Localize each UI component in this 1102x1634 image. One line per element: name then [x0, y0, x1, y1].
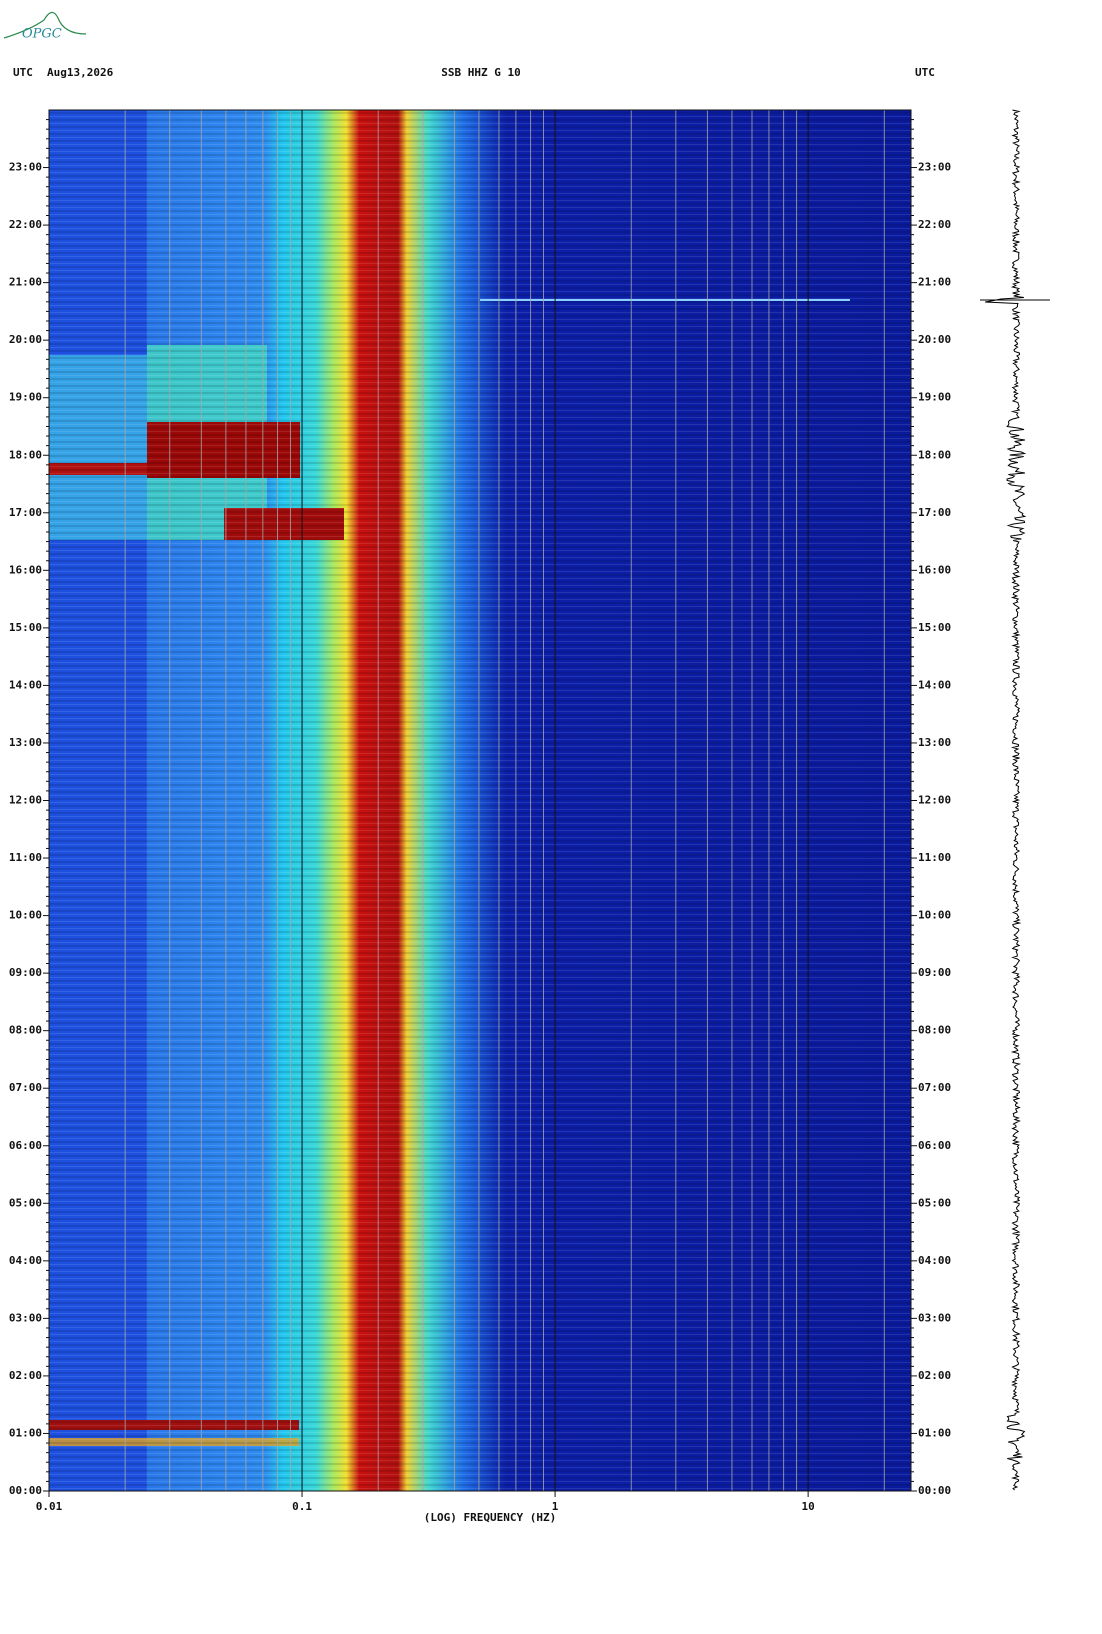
- y-tick-label-right: 23:00: [918, 161, 951, 174]
- y-tick-label-right: 02:00: [918, 1369, 951, 1382]
- y-tick-label: 13:00: [9, 736, 42, 749]
- y-tick-label: 08:00: [9, 1024, 42, 1037]
- y-tick-label-right: 09:00: [918, 966, 951, 979]
- y-tick-label: 18:00: [9, 448, 42, 461]
- x-tick-label: 10: [802, 1500, 815, 1513]
- y-tick-label-right: 20:00: [918, 333, 951, 346]
- y-tick-label: 05:00: [9, 1196, 42, 1209]
- y-tick-label: 01:00: [9, 1426, 42, 1439]
- y-tick-label: 20:00: [9, 333, 42, 346]
- y-tick-label-right: 00:00: [918, 1484, 951, 1497]
- y-tick-label: 02:00: [9, 1369, 42, 1382]
- y-tick-label-right: 22:00: [918, 218, 951, 231]
- y-tick-label-right: 08:00: [918, 1024, 951, 1037]
- left-header: UTC: [13, 66, 33, 79]
- spectrogram: [49, 110, 911, 1491]
- y-tick-label: 15:00: [9, 621, 42, 634]
- x-tick-label: 1: [552, 1500, 559, 1513]
- y-tick-label-right: 16:00: [918, 563, 951, 576]
- y-tick-label: 06:00: [9, 1139, 42, 1152]
- y-tick-label: 03:00: [9, 1311, 42, 1324]
- texture: [49, 110, 911, 1491]
- logo-text: OPGC: [22, 27, 62, 42]
- x-tick-label: 0.1: [292, 1500, 312, 1513]
- y-tick-label: 00:00: [9, 1484, 42, 1497]
- y-tick-label: 10:00: [9, 909, 42, 922]
- y-tick-label-right: 04:00: [918, 1254, 951, 1267]
- y-tick-label-right: 18:00: [918, 448, 951, 461]
- date: Aug13,2026: [47, 66, 114, 79]
- y-tick-label: 04:00: [9, 1254, 42, 1267]
- y-tick-label-right: 05:00: [918, 1196, 951, 1209]
- logo: OPGC: [3, 11, 87, 42]
- y-tick-label-right: 13:00: [918, 736, 951, 749]
- y-tick-label: 22:00: [9, 218, 42, 231]
- y-tick-label-right: 21:00: [918, 276, 951, 289]
- chart-title: SSB HHZ G 10: [441, 66, 520, 79]
- y-tick-label-right: 17:00: [918, 506, 951, 519]
- y-tick-label-right: 15:00: [918, 621, 951, 634]
- y-tick-label: 16:00: [9, 563, 42, 576]
- y-tick-label: 19:00: [9, 391, 42, 404]
- y-tick-label-right: 10:00: [918, 909, 951, 922]
- y-tick-label-right: 19:00: [918, 391, 951, 404]
- x-axis-label: (LOG) FREQUENCY (HZ): [424, 1511, 556, 1524]
- y-tick-label-right: 06:00: [918, 1139, 951, 1152]
- y-tick-label-right: 07:00: [918, 1081, 951, 1094]
- seismic-trace: [985, 109, 1027, 1491]
- y-tick-label: 11:00: [9, 851, 42, 864]
- y-tick-label: 17:00: [9, 506, 42, 519]
- plot-frame: [48, 109, 912, 1492]
- y-tick-label: 14:00: [9, 678, 42, 691]
- y-tick-label: 23:00: [9, 161, 42, 174]
- y-tick-label: 12:00: [9, 794, 42, 807]
- right-header: UTC: [915, 66, 935, 79]
- y-tick-label-right: 11:00: [918, 851, 951, 864]
- y-tick-label-right: 12:00: [918, 794, 951, 807]
- y-tick-label-right: 14:00: [918, 678, 951, 691]
- y-tick-label-right: 03:00: [918, 1311, 951, 1324]
- x-tick-label: 0.01: [36, 1500, 63, 1513]
- y-tick-label-right: 01:00: [918, 1426, 951, 1439]
- y-tick-label: 09:00: [9, 966, 42, 979]
- y-tick-label: 21:00: [9, 276, 42, 289]
- y-tick-label: 07:00: [9, 1081, 42, 1094]
